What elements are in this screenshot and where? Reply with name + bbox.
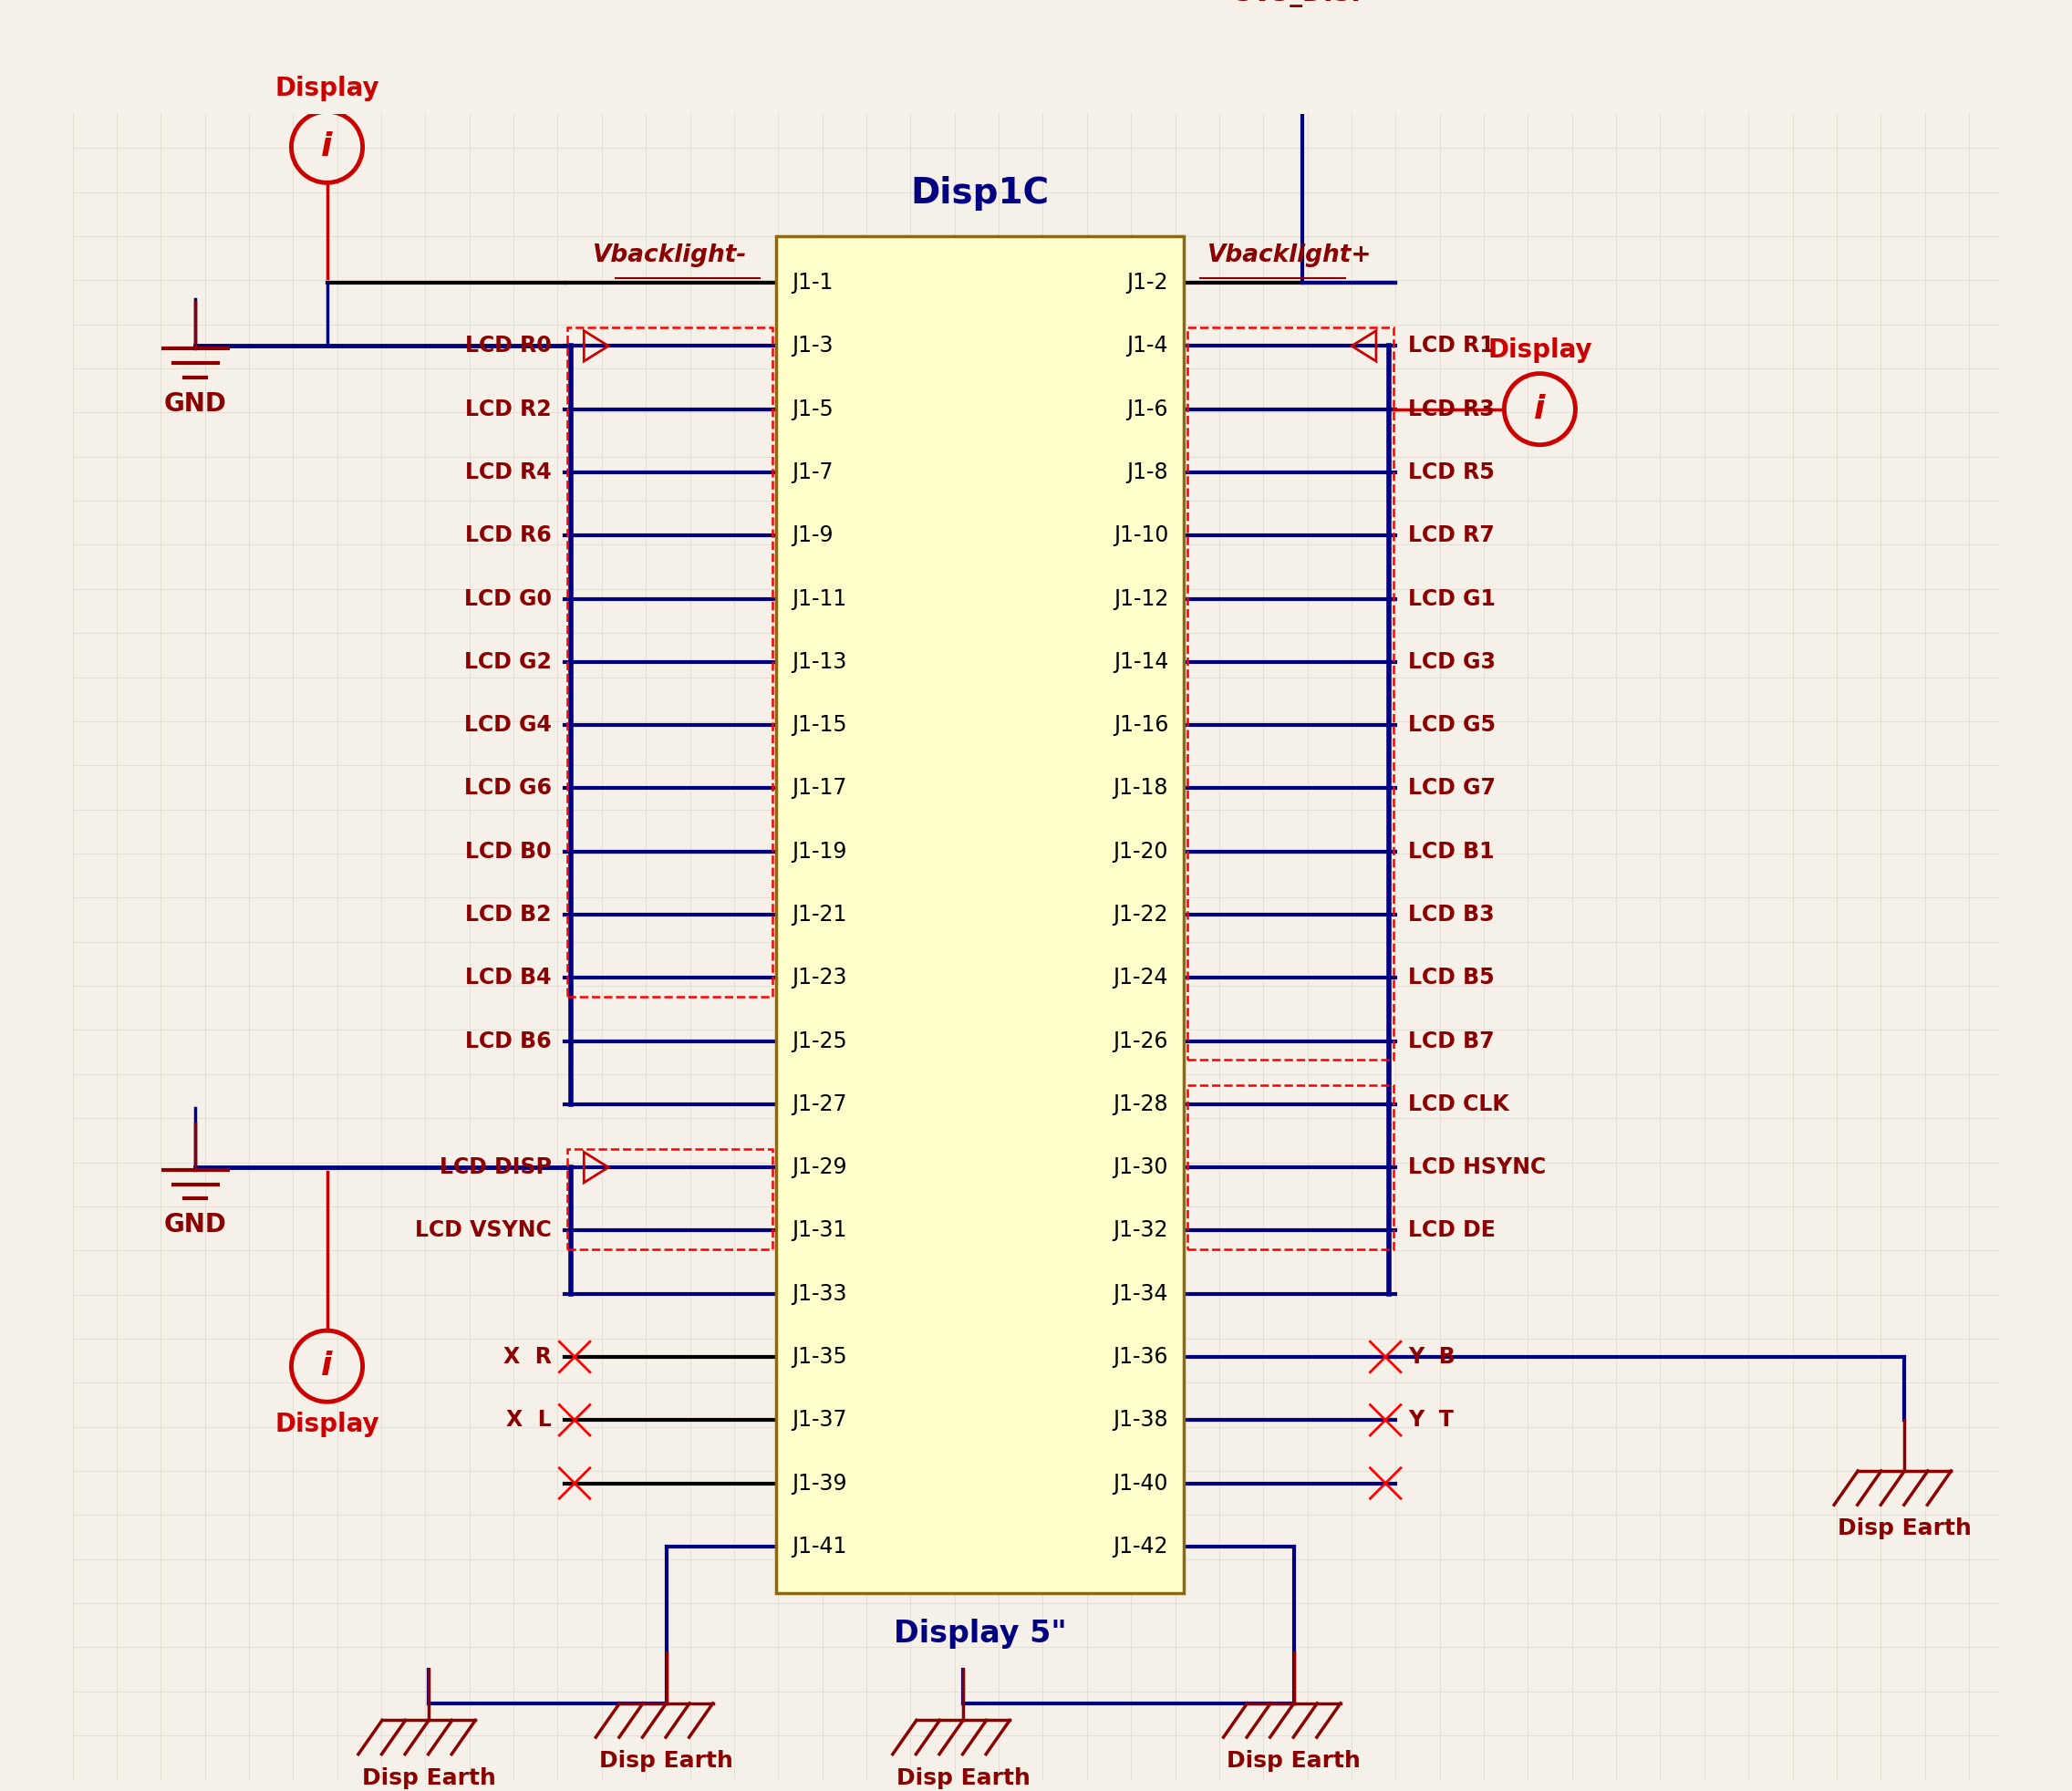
Text: J1-27: J1-27 — [792, 1093, 847, 1116]
Text: LCD R7: LCD R7 — [1409, 525, 1494, 546]
Text: J1-24: J1-24 — [1113, 967, 1169, 989]
Text: LCD B2: LCD B2 — [466, 904, 551, 926]
Text: Y  B: Y B — [1409, 1345, 1455, 1368]
Text: Disp Earth: Disp Earth — [1838, 1517, 1970, 1540]
Text: J1-7: J1-7 — [792, 462, 833, 484]
Text: Disp Earth: Disp Earth — [599, 1750, 733, 1771]
Text: J1-10: J1-10 — [1113, 525, 1169, 546]
Text: J1-23: J1-23 — [792, 967, 847, 989]
Text: J1-17: J1-17 — [792, 777, 847, 799]
Text: Disp Earth: Disp Earth — [895, 1768, 1030, 1789]
Text: J1-16: J1-16 — [1113, 715, 1169, 736]
Text: Display 5": Display 5" — [893, 1619, 1067, 1648]
Text: J1-21: J1-21 — [792, 904, 847, 926]
Bar — [1187, 328, 1392, 1060]
Text: J1-20: J1-20 — [1113, 840, 1169, 861]
Text: J1-41: J1-41 — [792, 1535, 847, 1558]
Text: LCD R3: LCD R3 — [1409, 398, 1494, 421]
Text: J1-13: J1-13 — [792, 650, 847, 673]
Text: J1-39: J1-39 — [792, 1472, 847, 1494]
Text: i: i — [321, 131, 334, 163]
Text: Disp Earth: Disp Earth — [1227, 1750, 1361, 1771]
Text: Vbacklight-: Vbacklight- — [593, 244, 748, 267]
Text: J1-31: J1-31 — [792, 1220, 847, 1241]
Bar — [1187, 1085, 1392, 1248]
Text: J1-22: J1-22 — [1113, 904, 1169, 926]
Text: LCD G3: LCD G3 — [1409, 650, 1496, 673]
Text: J1-29: J1-29 — [792, 1157, 847, 1178]
Text: J1-4: J1-4 — [1127, 335, 1169, 356]
Text: LCD G5: LCD G5 — [1409, 715, 1496, 736]
Text: LCD R2: LCD R2 — [466, 398, 551, 421]
Text: J1-28: J1-28 — [1113, 1093, 1169, 1116]
Text: J1-32: J1-32 — [1113, 1220, 1169, 1241]
Text: J1-3: J1-3 — [792, 335, 833, 356]
Text: LCD DISP: LCD DISP — [439, 1157, 551, 1178]
Text: J1-37: J1-37 — [792, 1410, 847, 1431]
Text: LCD HSYNC: LCD HSYNC — [1409, 1157, 1546, 1178]
Text: LCD B0: LCD B0 — [466, 840, 551, 861]
Bar — [777, 236, 1183, 1592]
Text: GND: GND — [164, 390, 228, 417]
Text: i: i — [1533, 394, 1546, 424]
Text: J1-33: J1-33 — [792, 1282, 847, 1304]
Text: LCD G6: LCD G6 — [464, 777, 551, 799]
Text: Display: Display — [276, 1411, 379, 1438]
Text: J1-34: J1-34 — [1113, 1282, 1169, 1304]
Text: LCD R6: LCD R6 — [466, 525, 551, 546]
Text: LCD B5: LCD B5 — [1409, 967, 1494, 989]
Text: Disp1C: Disp1C — [912, 176, 1048, 211]
Text: 3V3_DISP: 3V3_DISP — [1235, 0, 1370, 7]
Text: J1-5: J1-5 — [792, 398, 833, 421]
Text: J1-42: J1-42 — [1113, 1535, 1169, 1558]
Text: LCD B7: LCD B7 — [1409, 1030, 1494, 1051]
Text: LCD G4: LCD G4 — [464, 715, 551, 736]
Text: J1-26: J1-26 — [1113, 1030, 1169, 1051]
Text: Vbacklight+: Vbacklight+ — [1208, 244, 1372, 267]
Text: J1-25: J1-25 — [792, 1030, 847, 1051]
Text: J1-2: J1-2 — [1127, 272, 1169, 294]
Text: J1-12: J1-12 — [1113, 587, 1169, 609]
Text: X  R: X R — [503, 1345, 551, 1368]
Text: J1-15: J1-15 — [792, 715, 847, 736]
Text: Disp Earth: Disp Earth — [363, 1768, 495, 1789]
Text: i: i — [321, 1350, 334, 1381]
Bar — [568, 1148, 773, 1248]
Text: LCD B6: LCD B6 — [466, 1030, 551, 1051]
Text: J1-1: J1-1 — [792, 272, 833, 294]
Text: LCD CLK: LCD CLK — [1409, 1093, 1508, 1116]
Text: LCD B3: LCD B3 — [1409, 904, 1494, 926]
Text: LCD G0: LCD G0 — [464, 587, 551, 609]
Text: LCD G1: LCD G1 — [1409, 587, 1496, 609]
Text: Display: Display — [276, 75, 379, 102]
Text: LCD R0: LCD R0 — [466, 335, 551, 356]
Bar — [568, 328, 773, 996]
Text: J1-9: J1-9 — [792, 525, 833, 546]
Text: J1-18: J1-18 — [1113, 777, 1169, 799]
Text: LCD DE: LCD DE — [1409, 1220, 1496, 1241]
Text: LCD VSYNC: LCD VSYNC — [414, 1220, 551, 1241]
Text: J1-8: J1-8 — [1127, 462, 1169, 484]
Text: X  L: X L — [506, 1410, 551, 1431]
Text: J1-6: J1-6 — [1127, 398, 1169, 421]
Text: J1-14: J1-14 — [1113, 650, 1169, 673]
Text: J1-30: J1-30 — [1113, 1157, 1169, 1178]
Text: LCD R1: LCD R1 — [1409, 335, 1494, 356]
Text: Display: Display — [1488, 338, 1591, 364]
Text: J1-38: J1-38 — [1113, 1410, 1169, 1431]
Text: J1-35: J1-35 — [792, 1345, 847, 1368]
Text: J1-11: J1-11 — [792, 587, 847, 609]
Text: LCD R4: LCD R4 — [466, 462, 551, 484]
Text: LCD G7: LCD G7 — [1409, 777, 1496, 799]
Text: GND: GND — [164, 1213, 228, 1238]
Text: LCD G2: LCD G2 — [464, 650, 551, 673]
Text: J1-19: J1-19 — [792, 840, 847, 861]
Text: LCD R5: LCD R5 — [1409, 462, 1494, 484]
Text: J1-36: J1-36 — [1113, 1345, 1169, 1368]
Text: LCD B4: LCD B4 — [466, 967, 551, 989]
Text: LCD B1: LCD B1 — [1409, 840, 1494, 861]
Text: Y  T: Y T — [1409, 1410, 1455, 1431]
Text: J1-40: J1-40 — [1113, 1472, 1169, 1494]
